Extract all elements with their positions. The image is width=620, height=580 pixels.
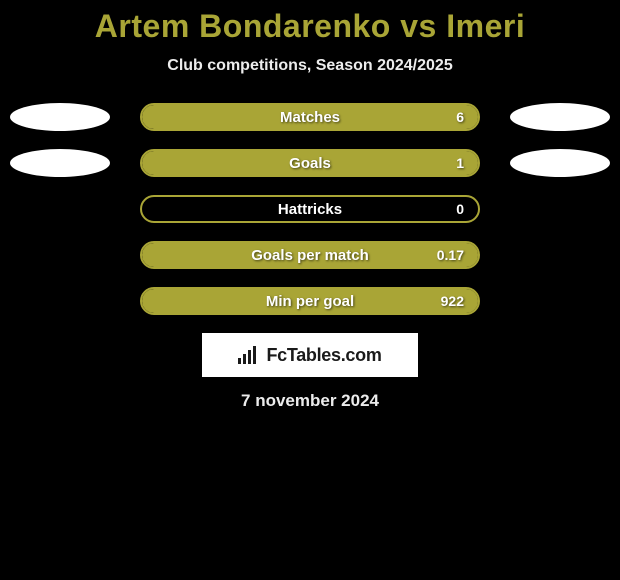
stat-value: 6 xyxy=(456,109,464,125)
stat-label: Min per goal xyxy=(266,293,354,310)
page-title: Artem Bondarenko vs Imeri xyxy=(0,8,620,45)
stat-value: 1 xyxy=(456,155,464,171)
right-player-marker xyxy=(510,149,610,177)
footer-logo: FcTables.com xyxy=(202,333,418,377)
logo-text: FcTables.com xyxy=(266,345,381,366)
stat-label: Goals per match xyxy=(251,247,369,264)
stat-bar: Goals 1 xyxy=(140,149,480,177)
stat-row: Matches 6 xyxy=(0,103,620,131)
stat-row: Goals 1 xyxy=(0,149,620,177)
stat-label: Hattricks xyxy=(278,201,342,218)
date-text: 7 november 2024 xyxy=(0,391,620,411)
stat-label: Goals xyxy=(289,155,331,172)
stat-value: 0 xyxy=(456,201,464,217)
stat-value: 0.17 xyxy=(437,247,464,263)
left-player-marker xyxy=(10,149,110,177)
stats-list: Matches 6 Goals 1 Hattricks 0 xyxy=(0,103,620,315)
chart-icon xyxy=(238,346,260,364)
stat-row: Min per goal 922 xyxy=(0,287,620,315)
stat-value: 922 xyxy=(441,293,464,309)
left-player-marker xyxy=(10,103,110,131)
stat-bar: Min per goal 922 xyxy=(140,287,480,315)
right-player-marker xyxy=(510,103,610,131)
comparison-card: Artem Bondarenko vs Imeri Club competiti… xyxy=(0,0,620,411)
stat-bar: Matches 6 xyxy=(140,103,480,131)
subtitle: Club competitions, Season 2024/2025 xyxy=(0,57,620,75)
stat-row: Hattricks 0 xyxy=(0,195,620,223)
stat-row: Goals per match 0.17 xyxy=(0,241,620,269)
stat-bar: Goals per match 0.17 xyxy=(140,241,480,269)
stat-bar: Hattricks 0 xyxy=(140,195,480,223)
stat-label: Matches xyxy=(280,109,340,126)
